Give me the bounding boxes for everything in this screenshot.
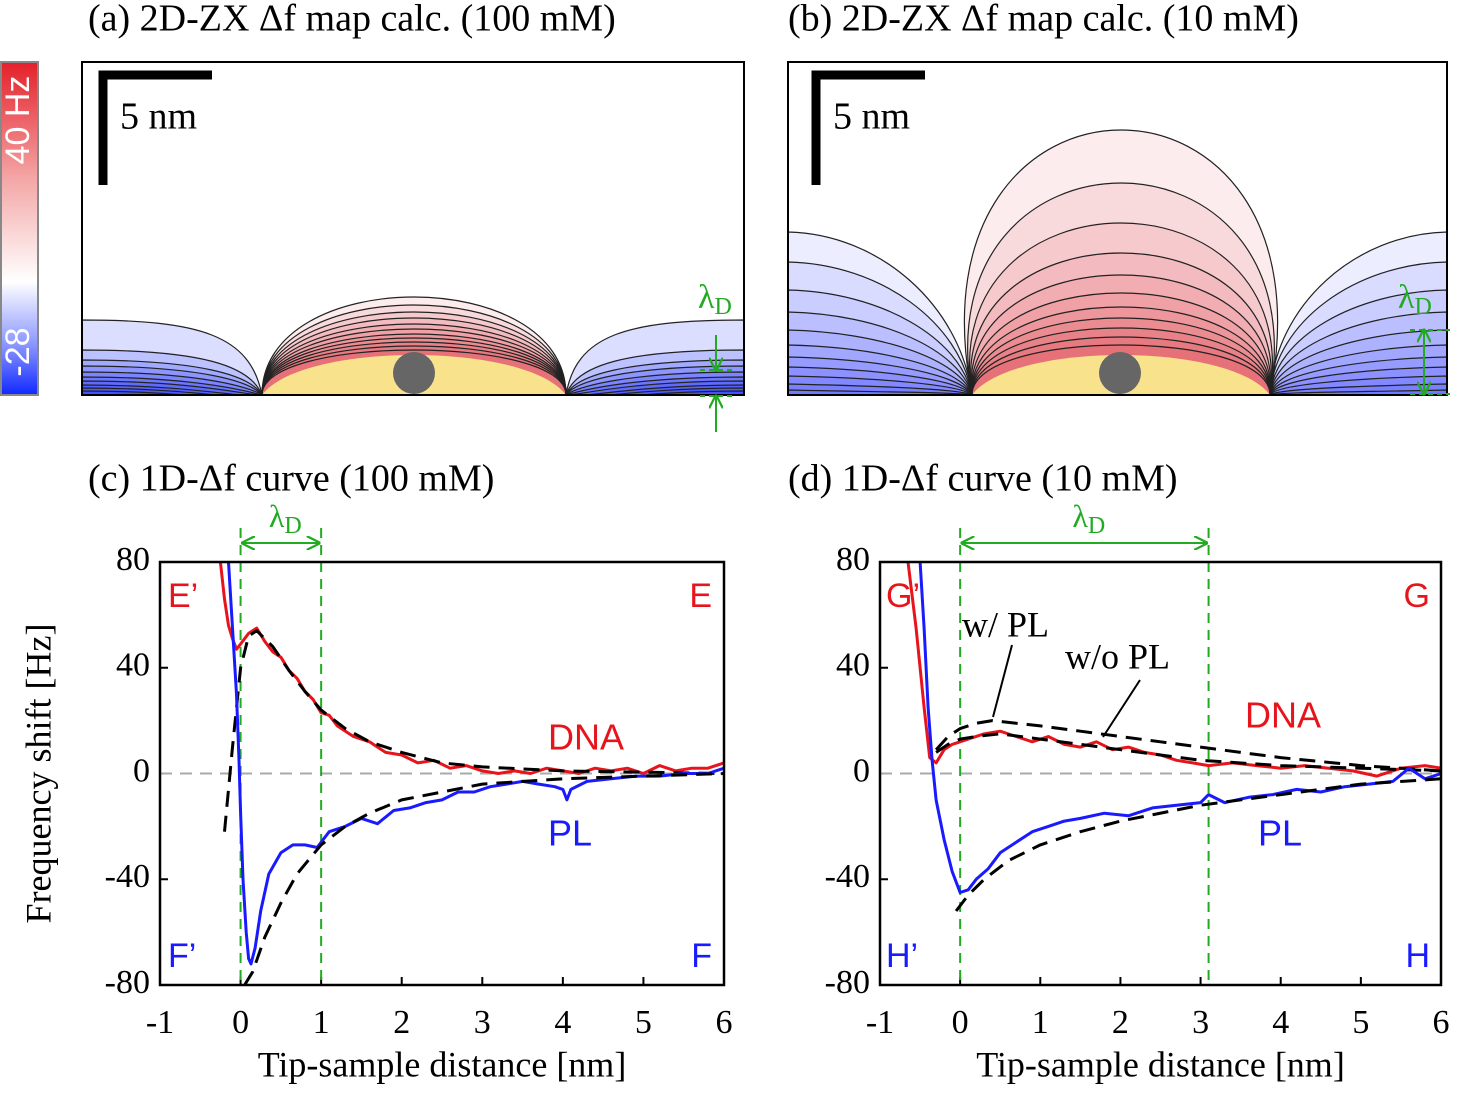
- x-axis-label: Tip-sample distance [nm]: [258, 1044, 627, 1084]
- series-label: PL: [1258, 813, 1302, 854]
- chart-title: (d) 1D-Δf curve (10 mM): [788, 458, 1178, 500]
- fit-line: [223, 629, 724, 832]
- data-line: [227, 562, 724, 966]
- leader-line: [1102, 679, 1141, 738]
- x-tick-label: -1: [146, 1004, 174, 1041]
- lambda-label: λD: [269, 498, 302, 538]
- contour-region: [564, 387, 744, 395]
- x-tick-label: 3: [1192, 1004, 1209, 1041]
- colorbar-max-label: 40 Hz: [0, 76, 37, 165]
- contour-region: [969, 222, 1273, 395]
- leader-line: [992, 644, 1013, 718]
- x-tick-label: 6: [716, 1004, 733, 1041]
- y-tick-label: 80: [836, 541, 870, 578]
- series-label: w/o PL: [1065, 636, 1170, 676]
- lambda-symbol: λ: [1398, 279, 1415, 316]
- colorbar: [0, 61, 39, 396]
- x-tick-label: 1: [1032, 1004, 1049, 1041]
- series-label: PL: [548, 813, 592, 854]
- y-tick-label: -40: [825, 858, 870, 895]
- map-title: (a) 2D-ZX Δf map calc. (100 mM): [88, 0, 616, 40]
- corner-label: F: [691, 937, 712, 975]
- colorbar-min-label: -28: [0, 327, 37, 376]
- corner-label: G’: [886, 577, 920, 615]
- data-line: [906, 562, 1441, 778]
- x-tick-label: 0: [232, 1004, 249, 1041]
- corner-label: E: [689, 577, 712, 615]
- scale-bar-label: 5 nm: [120, 96, 197, 138]
- lambda-symbol: λ: [698, 279, 715, 316]
- plot-lines: [906, 562, 1441, 912]
- x-tick-label: 2: [1112, 1004, 1129, 1041]
- corner-label: H: [1405, 937, 1430, 975]
- lambda-label: λD: [698, 279, 732, 320]
- x-tick-label: 4: [554, 1004, 571, 1041]
- fit-line: [935, 732, 1441, 773]
- contour-region: [967, 182, 1275, 395]
- map-background: [788, 62, 1447, 395]
- lambda-label: λD: [1398, 279, 1432, 320]
- data-line: [918, 562, 1441, 894]
- series-label: DNA: [548, 717, 624, 758]
- plot-frame: [878, 560, 1443, 987]
- data-line: [218, 562, 724, 775]
- series-label: DNA: [1245, 695, 1321, 736]
- fit-line: [954, 777, 1441, 912]
- y-tick-label: 40: [836, 647, 870, 684]
- x-tick-label: 0: [952, 1004, 969, 1041]
- y-tick-label: -40: [105, 858, 150, 895]
- scale-bar: [811, 70, 925, 185]
- scale-bar-label: 5 nm: [833, 96, 910, 138]
- lambda-symbol: λ: [1072, 498, 1088, 534]
- lambda-symbol: λ: [269, 498, 285, 534]
- series-label: w/ PL: [962, 604, 1049, 644]
- y-axis-label: Frequency shift [Hz]: [18, 624, 58, 924]
- x-tick-label: 5: [635, 1004, 652, 1041]
- fit-line: [243, 772, 724, 985]
- x-tick-label: -1: [866, 1004, 894, 1041]
- map-background: [82, 62, 744, 395]
- lambda-subscript: D: [715, 294, 732, 320]
- corner-label: G: [1404, 577, 1430, 615]
- chart-title: (c) 1D-Δf curve (100 mM): [88, 458, 494, 500]
- y-tick-label: 80: [116, 541, 150, 578]
- x-tick-label: 4: [1272, 1004, 1289, 1041]
- x-tick-label: 2: [393, 1004, 410, 1041]
- contour-region: [566, 384, 744, 395]
- plot-lines: [218, 562, 724, 985]
- lambda-subscript: D: [1088, 513, 1105, 539]
- map-frame: [81, 61, 745, 396]
- plot-frame: [158, 560, 726, 987]
- lambda-subscript: D: [1415, 294, 1432, 320]
- map-b: [788, 62, 1447, 395]
- y-tick-label: 40: [116, 647, 150, 684]
- x-tick-label: 1: [313, 1004, 330, 1041]
- x-axis-label: Tip-sample distance [nm]: [976, 1044, 1345, 1084]
- y-tick-label: -80: [825, 964, 870, 1001]
- x-tick-label: 3: [474, 1004, 491, 1041]
- map-title: (b) 2D-ZX Δf map calc. (10 mM): [788, 0, 1299, 40]
- molecule: [1099, 352, 1141, 394]
- map-a: [82, 62, 744, 395]
- y-tick-label: -80: [105, 964, 150, 1001]
- x-tick-label: 6: [1433, 1004, 1450, 1041]
- corner-label: E’: [168, 577, 198, 615]
- corner-label: F’: [168, 937, 196, 975]
- contour-region: [82, 384, 262, 395]
- lambda-label: λD: [1072, 498, 1105, 538]
- map-frame: [787, 61, 1448, 396]
- y-tick-label: 0: [133, 752, 150, 789]
- molecule: [393, 352, 435, 394]
- corner-label: H’: [886, 937, 918, 975]
- y-tick-label: 0: [853, 752, 870, 789]
- fit-line: [934, 719, 1441, 773]
- contour-region: [963, 129, 1279, 395]
- lambda-subscript: D: [284, 513, 301, 539]
- x-tick-label: 5: [1352, 1004, 1369, 1041]
- contour-region: [82, 387, 264, 395]
- scale-bar: [98, 70, 212, 185]
